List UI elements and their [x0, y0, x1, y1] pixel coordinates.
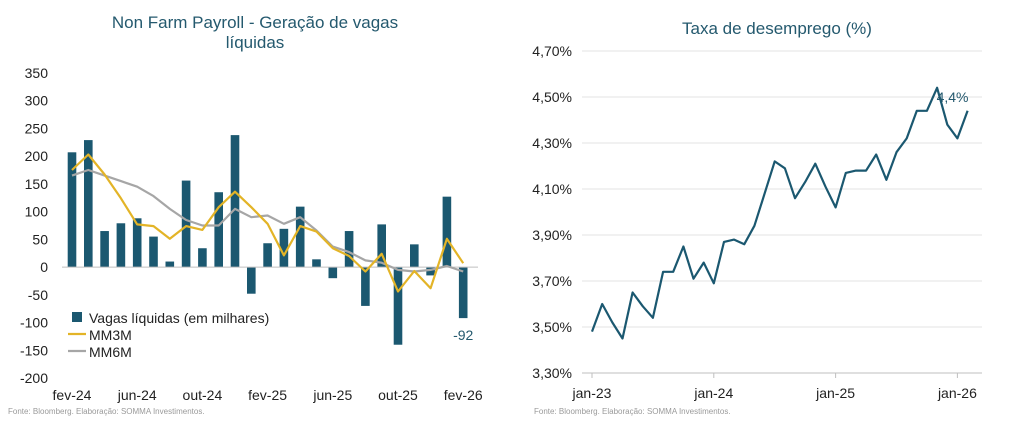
payroll-bar [214, 192, 223, 268]
payroll-bar [442, 196, 452, 268]
payroll-chart-title: Non Farm Payroll - Geração de vagas líqu… [111, 13, 399, 52]
payroll-bar [312, 259, 321, 268]
x-tick-label: jun-25 [312, 387, 352, 403]
y-tick-label: 100 [25, 204, 49, 220]
payroll-bar [198, 248, 207, 268]
x-tick-label: jan-26 [937, 385, 977, 401]
legend-label-mm6m: MM6M [89, 344, 132, 360]
legend-label-vagas: Vagas líquidas (em milhares) [89, 310, 269, 326]
legend-swatch-vagas [72, 312, 82, 322]
unemployment-source-note: Fonte: Bloomberg. Elaboração: SOMMA Inve… [534, 407, 731, 416]
x-tick-label: jan-23 [572, 385, 612, 401]
y-tick-label: 350 [25, 65, 49, 81]
y-tick-label: 4,50% [532, 89, 572, 105]
mm6m-line [71, 168, 464, 273]
payroll-bar [181, 180, 191, 268]
y-tick-label: -200 [20, 370, 48, 386]
payroll-chart: -200 -150 -100 -50 0 50 100 150 200 250 300 350 fev-… [20, 65, 483, 403]
payroll-bar [100, 231, 109, 268]
y-tick-label: -150 [20, 342, 48, 358]
x-tick-label: jan-25 [815, 385, 855, 401]
payroll-bar [149, 236, 158, 268]
payroll-bar [247, 267, 256, 294]
x-tick-label: fev-26 [444, 387, 483, 403]
last-value-label: -92 [453, 327, 473, 343]
y-tick-label: 0 [40, 259, 48, 275]
payroll-bar [393, 267, 403, 345]
payroll-chart-panel: Non Farm Payroll - Geração de vagas líqu… [0, 0, 500, 433]
payroll-bar [295, 206, 305, 268]
unemployment-line [590, 86, 969, 340]
payroll-bar [132, 218, 142, 268]
mm3m-line [71, 153, 465, 293]
payroll-source-note: Fonte: Bloomberg. Elaboração: SOMMA Inve… [8, 407, 205, 416]
x-tick-label: out-24 [183, 387, 223, 403]
y-tick-label: 300 [25, 93, 49, 109]
unemployment-chart-title: Taxa de desemprego (%) [682, 19, 872, 38]
y-tick-label: 250 [25, 120, 49, 136]
y-tick-label: 50 [32, 231, 48, 247]
legend-label-mm3m: MM3M [89, 327, 132, 343]
payroll-bar [410, 244, 419, 268]
y-tick-label: -100 [20, 315, 48, 331]
last-value-label: 4,4% [937, 89, 969, 105]
y-tick-label: 150 [25, 176, 49, 192]
payroll-bar [230, 135, 240, 268]
payroll-bar [344, 231, 354, 268]
y-tick-label: 3,70% [532, 273, 572, 289]
x-tick-label: jan-24 [693, 385, 733, 401]
y-tick-label: 3,30% [532, 365, 572, 381]
unemployment-chart-panel: Taxa de desemprego (%) 3,30% 3,50% 3,70% 3,… [512, 0, 1024, 433]
payroll-bar [263, 243, 272, 268]
payroll-bar [426, 267, 435, 276]
payroll-bar [361, 267, 370, 306]
y-tick-label: 3,90% [532, 227, 572, 243]
payroll-bar [165, 261, 175, 268]
x-tick-label: fev-24 [53, 387, 92, 403]
y-tick-label: 4,10% [532, 181, 572, 197]
payroll-bar [328, 267, 338, 279]
y-tick-label: 200 [25, 148, 49, 164]
x-tick-label: out-25 [378, 387, 418, 403]
y-tick-label: -50 [28, 287, 48, 303]
payroll-bar [458, 267, 468, 319]
x-tick-label: jun-24 [117, 387, 157, 403]
x-tick-label: fev-25 [248, 387, 287, 403]
payroll-bar [67, 152, 77, 268]
y-tick-label: 3,50% [532, 319, 572, 335]
y-tick-label: 4,70% [532, 43, 572, 59]
payroll-bar [377, 224, 386, 268]
payroll-bar [279, 228, 289, 268]
y-tick-label: 4,30% [532, 135, 572, 151]
unemployment-chart: 3,30% 3,50% 3,70% 3,90% 4,10% 4,30% 4,50% 4,70%… [532, 43, 982, 401]
payroll-bar [116, 223, 126, 268]
payroll-bar [84, 140, 93, 268]
